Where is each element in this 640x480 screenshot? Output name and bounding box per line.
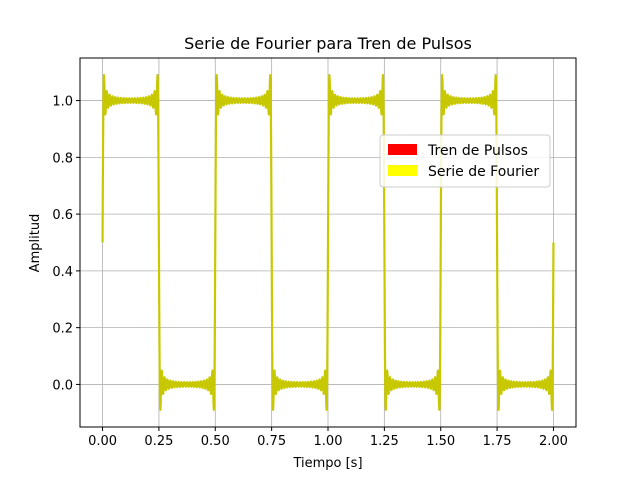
y-tick-label: 0.0 [52, 378, 73, 393]
x-tick-label: 0.50 [201, 434, 230, 449]
y-axis-ticks: 0.0 0.2 0.4 0.6 0.8 1.0 [52, 95, 80, 393]
y-tick-label: 1.0 [52, 95, 73, 110]
x-axis-label: Tiempo [s] [292, 456, 362, 471]
legend-label-fourier: Serie de Fourier [428, 164, 539, 180]
x-tick-label: 2.00 [539, 434, 568, 449]
x-axis-ticks: 0.00 0.25 0.50 0.75 1.00 1.25 1.50 1.75 2.00 [88, 427, 568, 449]
y-tick-label: 0.6 [52, 208, 73, 223]
x-tick-label: 1.75 [483, 434, 512, 449]
x-tick-label: 0.00 [88, 434, 117, 449]
legend: Tren de Pulsos Serie de Fourier [379, 134, 551, 188]
y-tick-label: 0.2 [52, 322, 73, 337]
legend-box [379, 134, 551, 188]
x-tick-label: 1.25 [370, 434, 399, 449]
series-layer [101, 74, 555, 411]
legend-label-tren: Tren de Pulsos [427, 143, 528, 159]
series-line-serie-de-fourier [101, 74, 555, 411]
y-axis-label: Amplitud [28, 214, 43, 273]
x-tick-label: 0.75 [257, 434, 286, 449]
x-tick-label: 1.50 [426, 434, 455, 449]
x-tick-label: 0.25 [144, 434, 173, 449]
x-tick-label: 1.00 [314, 434, 343, 449]
y-tick-label: 0.8 [52, 151, 73, 166]
y-tick-label: 0.4 [52, 265, 73, 280]
legend-swatch-tren [388, 144, 417, 155]
legend-swatch-fourier [388, 165, 417, 176]
chart-title: Serie de Fourier para Tren de Pulsos [184, 34, 472, 53]
